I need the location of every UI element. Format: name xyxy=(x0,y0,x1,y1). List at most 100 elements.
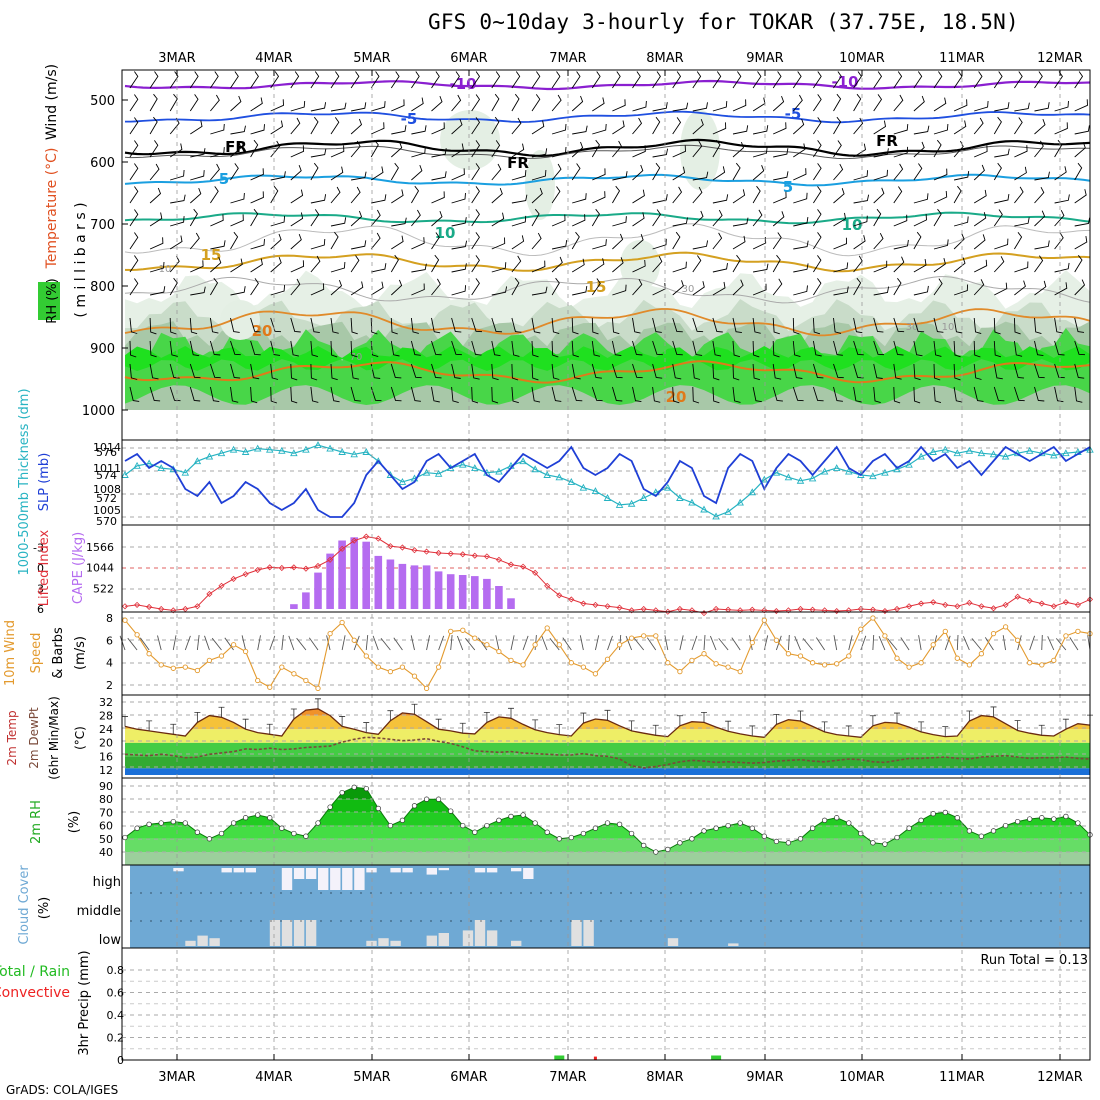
wind-barb xyxy=(350,363,359,380)
lifted-index-point xyxy=(375,535,382,542)
wind10m-barb xyxy=(787,634,790,651)
wind-speed-point xyxy=(592,671,599,677)
wind-barb xyxy=(431,386,440,403)
temp-minmax xyxy=(580,712,587,724)
lifted-index-point xyxy=(387,543,394,550)
wind-barb xyxy=(491,262,507,273)
temp-minmax xyxy=(942,726,949,737)
cloud-low-bar xyxy=(462,930,474,946)
wind10m-barb xyxy=(731,637,741,651)
cape-bar xyxy=(458,575,467,609)
temp-tick-label: 28 xyxy=(99,710,113,723)
ylabel-ms: (m/s) xyxy=(73,636,88,670)
wind-barb xyxy=(290,212,304,227)
wind-barb xyxy=(471,340,482,356)
wind-barb xyxy=(190,148,206,158)
wind-barb xyxy=(973,234,986,250)
cloud-low-bar xyxy=(197,935,208,946)
wind10m-barb xyxy=(1055,638,1067,651)
wind-barb xyxy=(169,93,178,112)
wind-barb xyxy=(833,262,849,273)
wind-ylabel-group4: & Barbs xyxy=(51,627,66,679)
wind-barb xyxy=(853,143,867,158)
wind-speed-point xyxy=(520,662,526,668)
wind-barb xyxy=(652,71,661,89)
cape-bar xyxy=(483,578,491,609)
wind-barb xyxy=(753,263,769,273)
wind10m-barb xyxy=(646,637,657,651)
wind-barb xyxy=(330,279,343,296)
wind-barb xyxy=(471,317,483,333)
rh-point xyxy=(279,825,285,831)
wind-barb xyxy=(451,143,464,158)
wind-speed-point xyxy=(375,664,381,670)
rh-point xyxy=(689,836,695,842)
temp-minmax xyxy=(387,710,394,721)
cape-bar xyxy=(398,563,407,609)
wind-barb xyxy=(652,386,661,403)
wind-barb xyxy=(672,145,686,158)
rh-point xyxy=(411,803,418,809)
thickness-point xyxy=(664,483,672,491)
wind-barb xyxy=(712,232,723,250)
rh-contour-10 xyxy=(124,223,1091,257)
wind-barb xyxy=(451,263,467,273)
wind-barb xyxy=(310,238,326,250)
wind-barb xyxy=(190,170,205,181)
wind-barb xyxy=(471,186,480,204)
wind-barb xyxy=(471,232,480,250)
wind-barb xyxy=(270,185,279,204)
rh-point xyxy=(170,818,176,825)
wind-barb xyxy=(973,340,981,358)
wind-barb xyxy=(712,166,726,181)
wind-barb xyxy=(190,260,204,273)
wind-barb xyxy=(913,71,923,89)
wind-barb xyxy=(752,386,762,403)
wind-barb xyxy=(451,340,462,356)
wind-barb xyxy=(712,281,726,296)
date-label-bottom: 3MAR xyxy=(158,1070,195,1085)
wind-barb xyxy=(230,340,241,356)
rh-point xyxy=(846,820,852,826)
wind-barb xyxy=(571,386,583,402)
wind-barb xyxy=(612,233,624,250)
wind-barb xyxy=(190,286,206,296)
thickness-point xyxy=(398,477,407,485)
thickness-line xyxy=(124,444,1091,518)
wind-barb xyxy=(591,71,601,89)
date-label-bottom: 12MAR xyxy=(1037,1070,1083,1085)
wind-barb xyxy=(189,94,199,112)
thickness-point xyxy=(278,446,286,454)
wind-barb xyxy=(491,340,501,357)
date-label-bottom: 5MAR xyxy=(353,1070,390,1085)
lifted-index-point xyxy=(773,607,780,615)
wind10m-barb xyxy=(1029,635,1036,651)
wind-barb xyxy=(1034,255,1044,273)
wind-barb xyxy=(170,194,186,204)
wind-barb xyxy=(773,191,787,204)
footer-credit: GrADS: COLA/IGES xyxy=(6,1083,119,1097)
rh-point xyxy=(906,825,912,831)
wind-barb xyxy=(973,212,987,227)
thickness-point xyxy=(869,472,877,480)
slp-tick-label: 1005 xyxy=(93,504,121,517)
lifted-index-point xyxy=(278,564,285,572)
wind10m-barb xyxy=(281,635,284,651)
lifted-index-point xyxy=(616,604,623,611)
wind-barb xyxy=(612,216,627,227)
wind-barb xyxy=(129,186,139,204)
lifted-index-point xyxy=(881,607,889,615)
thickness-point xyxy=(917,452,925,460)
rh-point xyxy=(701,828,707,834)
isotherm-label: 20 xyxy=(666,388,687,406)
lifted-index-point xyxy=(1014,593,1021,600)
wind-barb xyxy=(933,123,949,135)
wind-barb xyxy=(471,163,480,181)
precip-ylabel-group2: 3hr Precip (mm) xyxy=(77,950,92,1055)
thickness-point xyxy=(1050,451,1058,459)
wind-barb xyxy=(189,340,200,357)
thickness-point xyxy=(145,459,153,467)
isotherm-10 xyxy=(124,211,1091,225)
wind-barb xyxy=(652,255,663,273)
lifted-index-line xyxy=(124,536,1091,614)
